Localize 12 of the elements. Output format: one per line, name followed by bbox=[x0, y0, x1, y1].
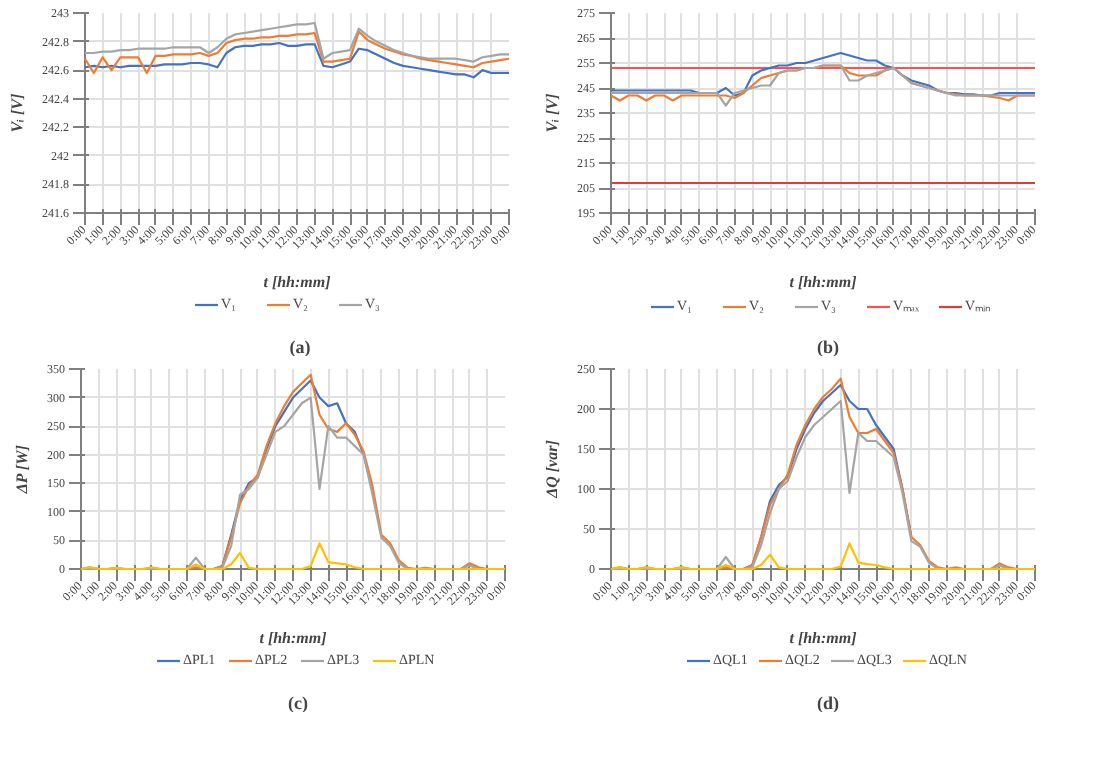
x-axis-title: t [hh:mm] bbox=[259, 628, 328, 647]
line-series bbox=[83, 21, 511, 63]
line-series bbox=[83, 30, 511, 75]
y-axis-title: Vᵢ [V] bbox=[543, 92, 561, 133]
x-axis-title: t [hh:mm] bbox=[789, 272, 858, 291]
x-axis-title: t [hh:mm] bbox=[263, 272, 332, 291]
line-series bbox=[83, 41, 511, 79]
y-axis-title: Vᵢ [V] bbox=[8, 92, 26, 133]
line-series bbox=[609, 51, 1037, 97]
x-axis-title: t [hh:mm] bbox=[789, 628, 858, 647]
y-axis-title: ΔQ [var] bbox=[543, 439, 561, 500]
y-axis-title: ΔP [W] bbox=[13, 444, 31, 496]
